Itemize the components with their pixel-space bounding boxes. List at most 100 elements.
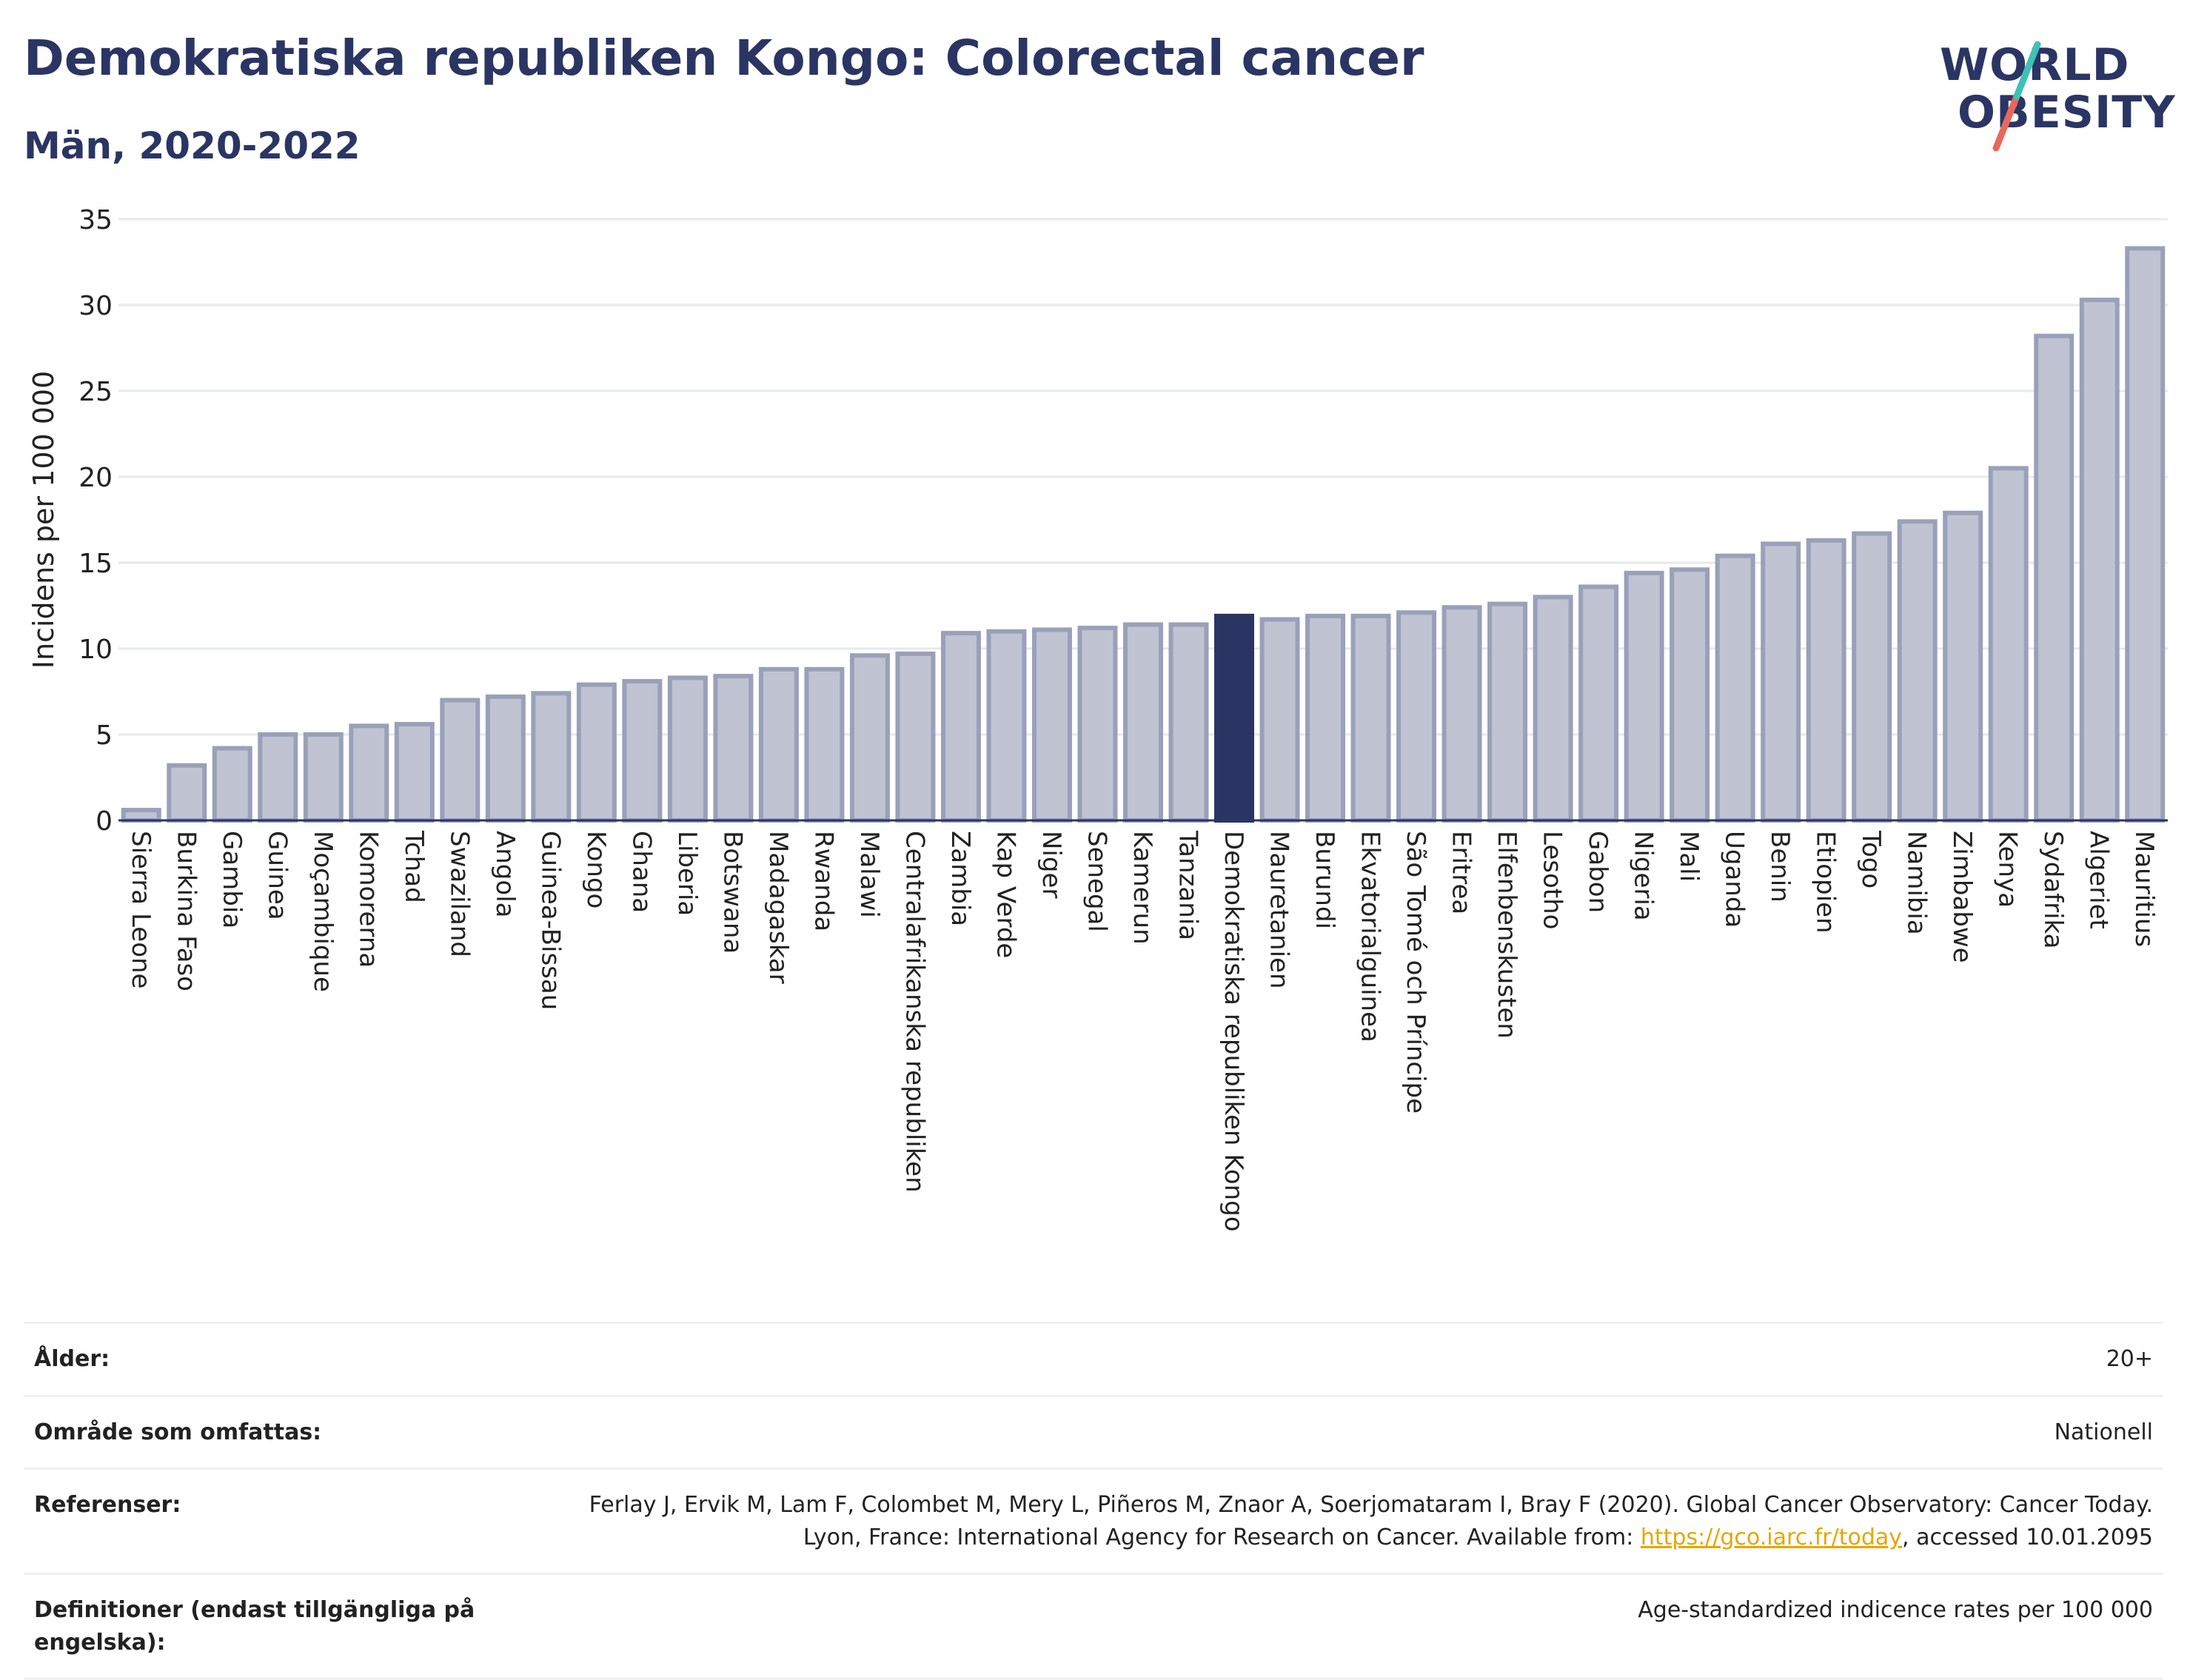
bar xyxy=(1852,531,1892,823)
bar xyxy=(2034,333,2075,823)
x-tick-label: Tchad xyxy=(399,830,429,903)
meta-row-definitions: Definitioner (endast tillgängliga på eng… xyxy=(24,1573,2163,1680)
bar xyxy=(1259,617,1300,823)
x-tick-label: Komorerna xyxy=(353,831,383,968)
world-obesity-logo: WORLD OBESITY xyxy=(1925,22,2177,155)
x-tick-label: Gambia xyxy=(217,831,247,928)
x-tick-label: São Tomé och Príncipe xyxy=(1401,831,1430,1114)
reference-text: Ferlay J, Ervik M, Lam F, Colombet M, Me… xyxy=(589,1492,2153,1550)
bar xyxy=(1715,553,1755,823)
bar xyxy=(2079,298,2120,823)
bar xyxy=(1305,613,1346,823)
meta-label: Referenser: xyxy=(34,1492,181,1518)
bar xyxy=(940,631,981,823)
bar xyxy=(1168,622,1209,823)
reference-link[interactable]: https://gco.iarc.fr/today xyxy=(1640,1524,1903,1550)
x-tick-label: Zambia xyxy=(945,831,975,926)
bar xyxy=(1806,538,1846,823)
bar xyxy=(212,746,252,823)
bar xyxy=(303,732,344,823)
x-tick-label: Sydafrika xyxy=(2038,831,2068,948)
x-tick-label: Uganda xyxy=(1720,831,1749,928)
bar xyxy=(258,732,298,823)
chart-subtitle: Män, 2020-2022 xyxy=(24,124,361,167)
x-tick-label: Namibia xyxy=(1902,831,1932,935)
bar xyxy=(895,651,936,823)
bar xyxy=(1441,605,1482,823)
y-tick-label: 35 xyxy=(78,205,113,235)
x-tick-label: Botswana xyxy=(717,831,747,954)
bar xyxy=(758,666,799,823)
x-tick-label: Senegal xyxy=(1082,831,1111,932)
bar xyxy=(1396,610,1437,823)
x-tick-label: Moçambique xyxy=(308,831,338,992)
bar xyxy=(485,694,526,823)
bar xyxy=(440,697,480,823)
x-tick-label: Sierra Leone xyxy=(126,831,155,988)
x-tick-label: Eritrea xyxy=(1447,831,1476,914)
y-tick-label: 25 xyxy=(78,377,113,407)
bar xyxy=(349,723,389,823)
x-tick-label: Burkina Faso xyxy=(171,831,201,991)
x-tick-label: Zimbabwe xyxy=(1947,831,1977,963)
y-axis-label: Incidens per 100 000 xyxy=(27,371,60,669)
x-tick-label: Demokratiska republiken Kongo xyxy=(1219,831,1248,1232)
bar xyxy=(804,666,845,823)
x-tick-label: Guinea xyxy=(262,831,292,920)
x-tick-label: Benin xyxy=(1765,831,1795,903)
meta-value: Nationell xyxy=(2054,1419,2153,1445)
x-tick-label: Rwanda xyxy=(808,831,838,931)
bar xyxy=(1943,510,1983,823)
meta-row-references: Referenser: Ferlay J, Ervik M, Lam F, Co… xyxy=(24,1468,2163,1573)
bar xyxy=(1123,622,1163,823)
x-tick-label: Gabon xyxy=(1583,831,1613,913)
y-tick-label: 5 xyxy=(96,720,113,751)
x-tick-label: Liberia xyxy=(672,831,702,916)
meta-value: 20+ xyxy=(2106,1346,2153,1372)
x-tick-label: Togo xyxy=(1856,830,1886,888)
reference-text-end: , accessed 10.01.2095 xyxy=(1902,1524,2153,1550)
x-tick-label: Burundi xyxy=(1310,831,1339,929)
y-tick-label: 15 xyxy=(78,549,113,579)
x-tick-label: Swaziland xyxy=(444,831,474,957)
y-tick-label: 20 xyxy=(78,463,113,493)
bar xyxy=(1897,519,1938,823)
y-tick-label: 0 xyxy=(96,806,113,837)
bar xyxy=(1031,627,1072,823)
bar xyxy=(1988,466,2029,823)
metadata-table: Ålder: 20+ Område som omfattas: Nationel… xyxy=(24,1322,2163,1680)
x-tick-label: Ekvatorialguinea xyxy=(1356,831,1385,1043)
chart-title: Demokratiska republiken Kongo: Colorecta… xyxy=(24,30,1424,87)
bar xyxy=(394,722,435,823)
meta-label: Ålder: xyxy=(34,1346,110,1372)
bar xyxy=(167,763,207,823)
meta-value: Ferlay J, Ervik M, Lam F, Colombet M, Me… xyxy=(524,1489,2153,1553)
bar xyxy=(1077,626,1118,823)
bar xyxy=(622,679,663,823)
x-tick-label: Elfenbenskusten xyxy=(1492,831,1521,1039)
y-tick-label: 10 xyxy=(78,635,113,665)
x-tick-label: Mauretanien xyxy=(1265,831,1294,989)
bar xyxy=(1761,541,1801,823)
x-tick-label: Kap Verde xyxy=(991,831,1020,958)
x-tick-label: Etiopien xyxy=(1811,831,1841,934)
bar xyxy=(1487,601,1528,823)
x-tick-label: Mali xyxy=(1674,831,1704,882)
x-tick-label: Guinea-Bissau xyxy=(535,831,565,1010)
bar xyxy=(121,808,161,823)
meta-label: Område som omfattas: xyxy=(34,1419,322,1445)
x-tick-label: Algeriet xyxy=(2084,831,2114,929)
bar xyxy=(576,682,617,823)
bar xyxy=(1214,613,1255,823)
bar xyxy=(1578,584,1619,823)
meta-row-area: Område som omfattas: Nationell xyxy=(24,1394,2163,1468)
bar xyxy=(986,629,1027,823)
bar xyxy=(1533,595,1573,823)
x-tick-label: Lesotho xyxy=(1538,831,1567,929)
meta-row-age: Ålder: 20+ xyxy=(24,1322,2163,1395)
bar-chart: 0 5 10 15 20 25 30 35 Incidens per 100 000 Sierra… xyxy=(27,205,2168,1232)
x-tick-label: Niger xyxy=(1037,831,1066,898)
x-tick-label: Madagaskar xyxy=(763,831,793,984)
meta-label: Definitioner (endast tillgängliga på eng… xyxy=(34,1597,475,1656)
x-tick-label: Mauritius xyxy=(2129,831,2159,947)
